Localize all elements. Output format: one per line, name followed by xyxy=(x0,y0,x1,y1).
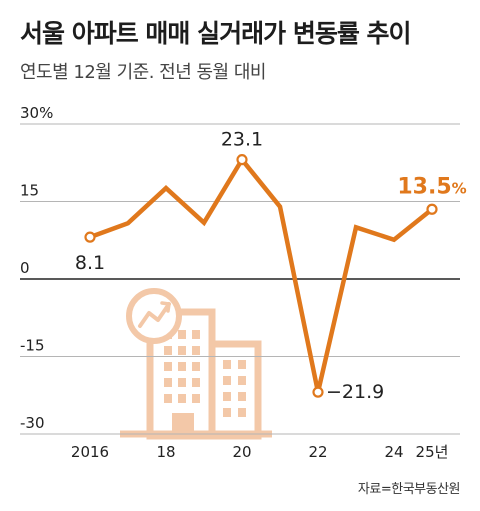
data-label: 13.5% xyxy=(397,174,466,199)
y-tick-label: 0 xyxy=(20,259,30,277)
x-tick-label: 2016 xyxy=(71,443,109,461)
data-label: 8.1 xyxy=(75,252,105,274)
building-with-growth-chart-icon xyxy=(120,288,272,440)
chart-title: 서울 아파트 매매 실거래가 변동률 추이 xyxy=(20,19,412,48)
y-tick-label: -30 xyxy=(20,414,45,432)
x-tick-label: 18 xyxy=(156,443,175,461)
data-point xyxy=(426,203,438,215)
chart-subtitle: 연도별 12월 기준. 전년 동월 대비 xyxy=(20,62,266,83)
series-line xyxy=(89,155,434,393)
source-note: 자료=한국부동산원 xyxy=(357,482,461,497)
data-label: −21.9 xyxy=(326,381,384,403)
y-tick-label: 30% xyxy=(20,104,53,122)
data-point xyxy=(312,386,324,398)
x-tick-label: 22 xyxy=(308,443,327,461)
x-tick-label: 25년 xyxy=(416,443,449,461)
data-label: 23.1 xyxy=(221,129,263,151)
x-tick-label: 24 xyxy=(384,443,403,461)
y-tick-label: -15 xyxy=(20,337,45,355)
x-tick-label: 20 xyxy=(232,443,251,461)
y-tick-label: 15 xyxy=(20,182,39,200)
data-point xyxy=(84,231,96,243)
data-point xyxy=(236,154,248,166)
